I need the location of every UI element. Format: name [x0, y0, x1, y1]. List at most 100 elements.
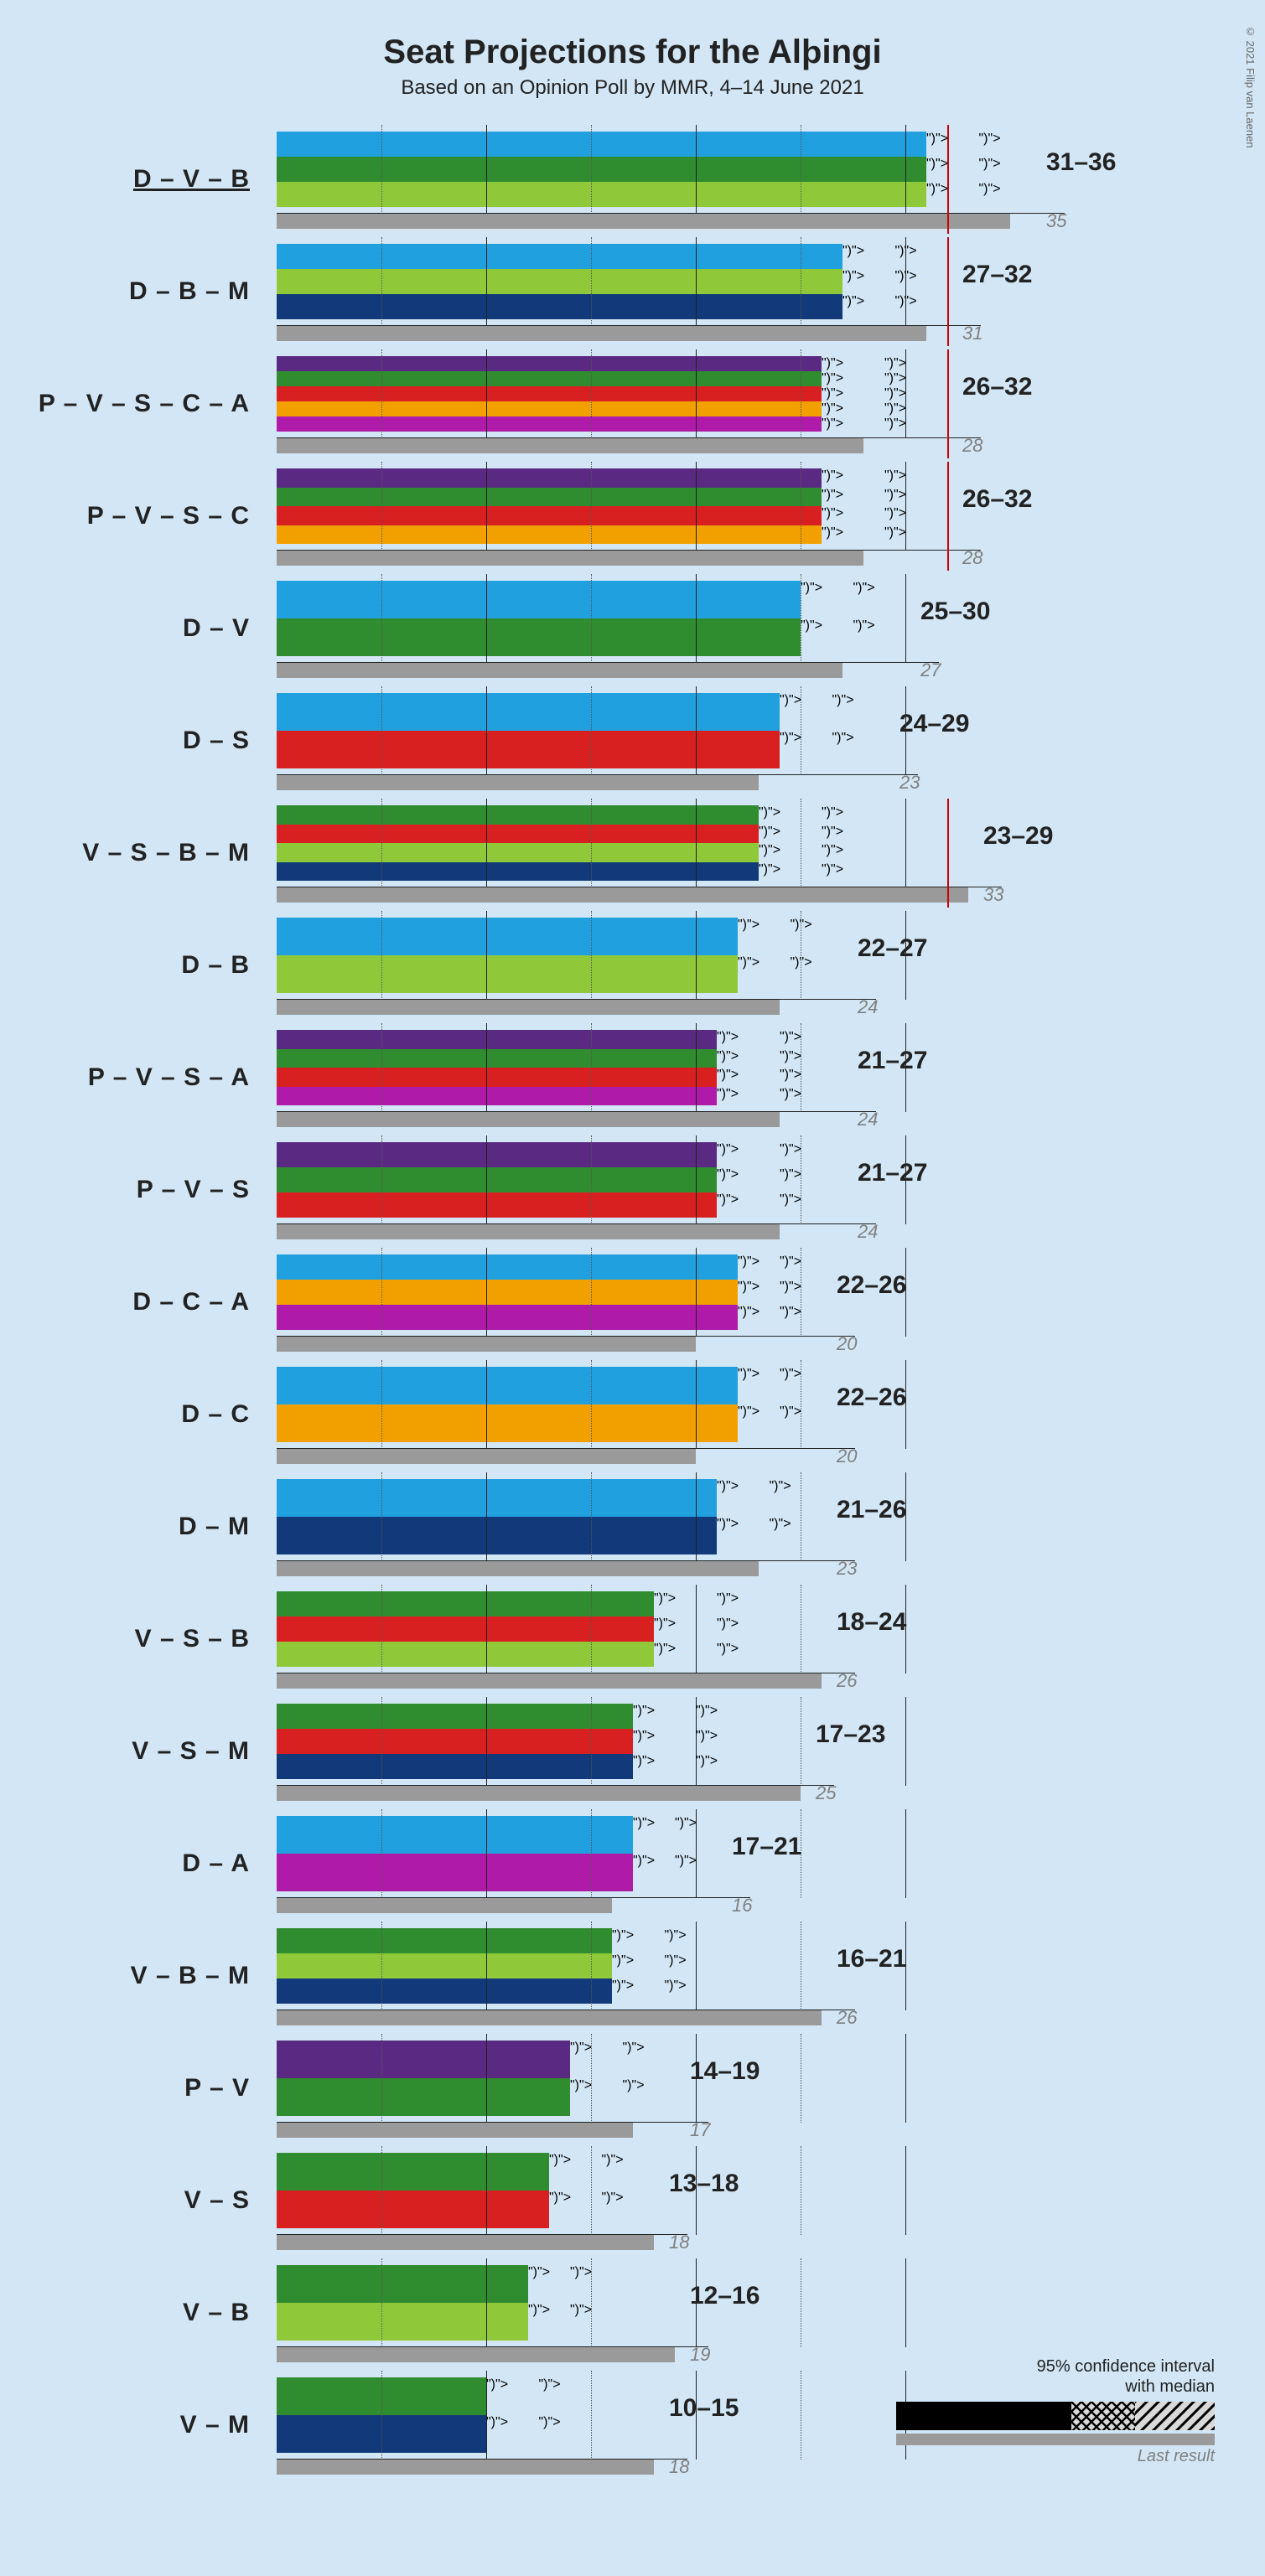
majority-line [947, 237, 949, 346]
coalition-label: D – M [42, 1472, 260, 1581]
coalition-row: D – V")">")">")">")">25–3027 [277, 574, 1115, 683]
ci-range-value: 10–15 [669, 2394, 739, 2423]
ci-range-value: 21–27 [858, 1159, 927, 1187]
ci-range-value: 18–24 [837, 1608, 906, 1637]
coalition-row: D – B – M")">")">")">")">")">")">27–3231 [277, 237, 1115, 346]
coalition-label: D – C [42, 1360, 260, 1469]
ci-range-value: 25–30 [920, 597, 990, 626]
ci-range-value: 22–26 [837, 1271, 906, 1300]
copyright-text: © 2021 Filip van Laenen [1244, 25, 1257, 148]
coalition-row: V – S – B")">")">")">")">")">")">18–2426 [277, 1585, 1115, 1694]
majority-line [947, 349, 949, 458]
projection-bar: ")">")">")">")"> [277, 2153, 654, 2228]
coalition-label: D – V [42, 574, 260, 683]
coalition-label: D – A [42, 1809, 260, 1918]
last-result-value: 20 [837, 1333, 857, 1355]
ci-range-value: 24–29 [899, 710, 969, 738]
coalition-label: D – C – A [42, 1248, 260, 1357]
legend-ci-bar [896, 2402, 1215, 2430]
last-result-value: 19 [690, 2344, 710, 2366]
last-result-bar [277, 2347, 675, 2362]
coalition-label: V – S – B [42, 1585, 260, 1694]
projection-bar: ")">")">")">")"> [277, 1479, 822, 1554]
projection-bar: ")">")">")">")">")">")"> [277, 1254, 822, 1330]
last-result-bar [277, 1224, 780, 1239]
legend: 95% confidence intervalwith median Last … [896, 2356, 1215, 2466]
projection-bar: ")">")">")">")"> [277, 918, 842, 993]
coalition-row: D – A")">")">")">")">17–2116 [277, 1809, 1115, 1918]
coalition-label: P – V – S – C [42, 462, 260, 571]
last-result-bar [277, 2460, 654, 2475]
ci-range-value: 27–32 [962, 261, 1032, 289]
last-result-value: 24 [858, 1221, 878, 1243]
last-result-value: 28 [962, 435, 982, 457]
last-result-bar [277, 1112, 780, 1127]
seat-projection-chart: D – V – B")">")">")">")">")">")">31–3635… [277, 125, 1115, 2480]
last-result-value: 24 [858, 1109, 878, 1130]
legend-last-bar [896, 2434, 1215, 2445]
last-result-value: 18 [669, 2232, 689, 2253]
majority-line [947, 462, 949, 571]
last-result-bar [277, 2123, 633, 2138]
majority-line [947, 125, 949, 234]
last-result-value: 25 [816, 1782, 836, 1804]
coalition-label: V – B [42, 2258, 260, 2367]
projection-bar: ")">")">")">")"> [277, 2377, 591, 2453]
coalition-row: D – V – B")">")">")">")">")">")">31–3635 [277, 125, 1115, 234]
last-result-bar [277, 663, 842, 678]
coalition-label: D – S [42, 686, 260, 795]
projection-bar: ")">")">")">")">")">")">")">")"> [277, 468, 947, 544]
ci-range-value: 21–26 [837, 1496, 906, 1524]
coalition-label: P – V – S – A [42, 1023, 260, 1132]
last-result-bar [277, 2010, 822, 2025]
last-result-bar [277, 887, 968, 903]
projection-bar: ")">")">")">")">")">")">")">")"> [277, 805, 884, 881]
coalition-label: V – S – B – M [42, 799, 260, 908]
coalition-row: P – V – S")">")">")">")">")">")">21–2724 [277, 1135, 1115, 1244]
last-result-bar [277, 1561, 759, 1576]
ci-range-value: 26–32 [962, 485, 1032, 514]
chart-subtitle: Based on an Opinion Poll by MMR, 4–14 Ju… [42, 76, 1223, 100]
ci-range-value: 22–26 [837, 1384, 906, 1412]
ci-range-value: 17–21 [732, 1833, 801, 1861]
coalition-row: P – V – S – C")">")">")">")">")">")">")"… [277, 462, 1115, 571]
projection-bar: ")">")">")">")"> [277, 2041, 675, 2116]
projection-bar: ")">")">")">")"> [277, 1367, 822, 1442]
last-result-bar [277, 1673, 822, 1689]
last-result-value: 26 [837, 2007, 857, 2029]
coalition-row: V – B – M")">")">")">")">")">")">16–2126 [277, 1922, 1115, 2030]
ci-range-value: 26–32 [962, 373, 1032, 401]
last-result-value: 23 [899, 772, 920, 794]
last-result-value: 35 [1046, 210, 1066, 232]
coalition-row: V – S – B – M")">")">")">")">")">")">")"… [277, 799, 1115, 908]
coalition-row: V – S – M")">")">")">")">")">")">17–2325 [277, 1697, 1115, 1806]
ci-range-value: 17–23 [816, 1720, 885, 1749]
coalition-label: V – M [42, 2371, 260, 2480]
last-result-value: 18 [669, 2456, 689, 2478]
last-result-bar [277, 1449, 696, 1464]
majority-line [947, 799, 949, 908]
coalition-row: P – V – S – A")">")">")">")">")">")">")"… [277, 1023, 1115, 1132]
projection-bar: ")">")">")">")">")">")"> [277, 244, 947, 319]
projection-bar: ")">")">")">")">")">")">")">")"> [277, 1030, 842, 1105]
projection-bar: ")">")">")">")"> [277, 581, 905, 656]
projection-bar: ")">")">")">")"> [277, 693, 884, 768]
projection-bar: ")">")">")">")">")">")"> [277, 1591, 780, 1667]
ci-range-value: 16–21 [837, 1945, 906, 1973]
coalition-row: P – V")">")">")">")">14–1917 [277, 2034, 1115, 2143]
coalition-row: D – B")">")">")">")">22–2724 [277, 911, 1115, 1020]
coalition-row: P – V – S – C – A")">")">")">")">")">")"… [277, 349, 1115, 458]
coalition-label: V – S – M [42, 1697, 260, 1806]
last-result-value: 33 [983, 884, 1003, 906]
projection-bar: ")">")">")">")"> [277, 2265, 612, 2341]
legend-last-label: Last result [896, 2447, 1215, 2466]
coalition-label: P – V [42, 2034, 260, 2143]
coalition-label: V – B – M [42, 1922, 260, 2030]
projection-bar: ")">")">")">")">")">")"> [277, 1704, 759, 1779]
last-result-bar [277, 2235, 654, 2250]
projection-bar: ")">")">")">")">")">")"> [277, 1142, 842, 1218]
projection-bar: ")">")">")">")">")">")"> [277, 1928, 717, 2004]
last-result-bar [277, 1337, 696, 1352]
last-result-value: 28 [962, 547, 982, 569]
chart-title: Seat Projections for the Alþingi [42, 34, 1223, 71]
